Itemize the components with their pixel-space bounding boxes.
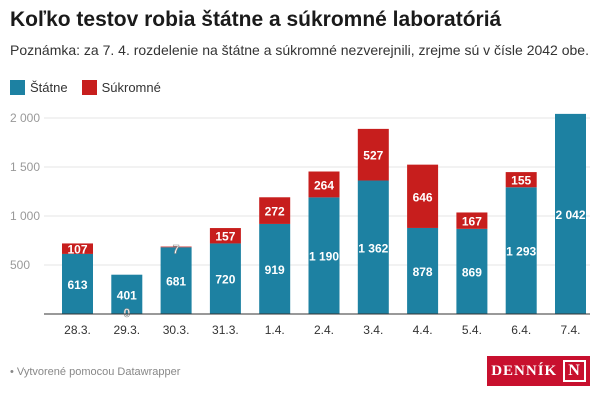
bar-statne (505, 187, 537, 314)
x-tick-label: 29.3. (113, 323, 140, 337)
data-label-sukromne: 7 (173, 242, 180, 256)
legend-swatch (81, 80, 97, 95)
bar-statne (259, 223, 291, 314)
data-label-sukromne: 272 (265, 205, 285, 219)
bar-sukromne (456, 212, 488, 229)
bar-statne (209, 243, 241, 314)
data-label-statne: 919 (265, 263, 285, 277)
chart-subtitle: Poznámka: za 7. 4. rozdelenie na štátne … (10, 42, 589, 58)
legend-label: Štátne (30, 80, 68, 95)
data-label-statne: 878 (413, 265, 433, 279)
bar-sukromne (308, 171, 340, 198)
data-label-statne: 1 293 (506, 245, 536, 259)
legend-label: Súkromné (101, 80, 161, 95)
denník-n-logo[interactable]: DENNÍK N (487, 356, 590, 386)
bar-statne (160, 247, 192, 314)
x-tick-label: 1.4. (265, 323, 285, 337)
x-tick-label: 30.3. (163, 323, 190, 337)
y-tick-label: 500 (10, 258, 30, 272)
bar-statne (407, 227, 439, 314)
bar-sukromne (259, 197, 291, 224)
bar-statne (62, 253, 93, 314)
data-label-sukromne: 107 (67, 243, 87, 257)
data-label-statne: 2 042 (555, 208, 585, 222)
x-tick-label: 4.4. (413, 323, 433, 337)
legend-item-sukromne: Súkromné (81, 80, 161, 95)
data-label-statne: 1 190 (309, 250, 339, 264)
data-label-sukromne: 167 (462, 215, 482, 229)
x-tick-label: 6.4. (511, 323, 531, 337)
chart-title: Koľko testov robia štátne a súkromné lab… (10, 8, 502, 31)
data-label-statne: 401 (117, 288, 137, 302)
data-label-sukromne: 264 (314, 178, 334, 192)
y-tick-label: 1 500 (10, 160, 40, 174)
data-label-sukromne: 646 (413, 190, 433, 204)
bar-statne (308, 197, 340, 314)
bar-chart: 500 1 000 1 500 2 000 613 107 28.3. 401 0 29.3. 68… (10, 111, 590, 337)
data-label-statne: 869 (462, 265, 482, 279)
legend-swatch (10, 80, 25, 95)
data-label-statne: 1 362 (358, 241, 388, 255)
data-label-sukromne: 155 (511, 174, 531, 188)
bar-statne (555, 113, 586, 314)
data-label-statne: 613 (67, 278, 87, 292)
bar-statne (456, 228, 488, 314)
bar-sukromne (62, 243, 93, 254)
bar-statne (357, 180, 389, 314)
x-tick-label: 2.4. (314, 323, 334, 337)
x-tick-label: 28.3. (64, 323, 91, 337)
data-label-sukromne: 157 (215, 230, 235, 244)
x-tick-label: 5.4. (462, 323, 482, 337)
data-label-sukromne: 0 (123, 306, 130, 320)
data-label-statne: 681 (166, 275, 186, 289)
legend-item-statne: Štátne (10, 80, 68, 95)
bar-sukromne (505, 172, 537, 188)
bar-sukromne (160, 246, 192, 248)
bar-sukromne (209, 228, 241, 244)
bar-statne (111, 274, 143, 314)
bar-sukromne (407, 164, 439, 228)
x-tick-label: 7.4. (560, 323, 580, 337)
data-label-statne: 720 (215, 273, 235, 287)
legend: Štátne Súkromné (10, 80, 161, 95)
footer-credit: • Vytvorené pomocou Datawrapper (10, 366, 181, 378)
x-tick-label: 31.3. (212, 323, 239, 337)
y-tick-label: 1 000 (10, 209, 40, 223)
x-tick-label: 3.4. (363, 323, 383, 337)
y-tick-label: 2 000 (10, 111, 40, 125)
data-label-sukromne: 527 (363, 149, 383, 163)
bar-sukromne (357, 128, 389, 181)
